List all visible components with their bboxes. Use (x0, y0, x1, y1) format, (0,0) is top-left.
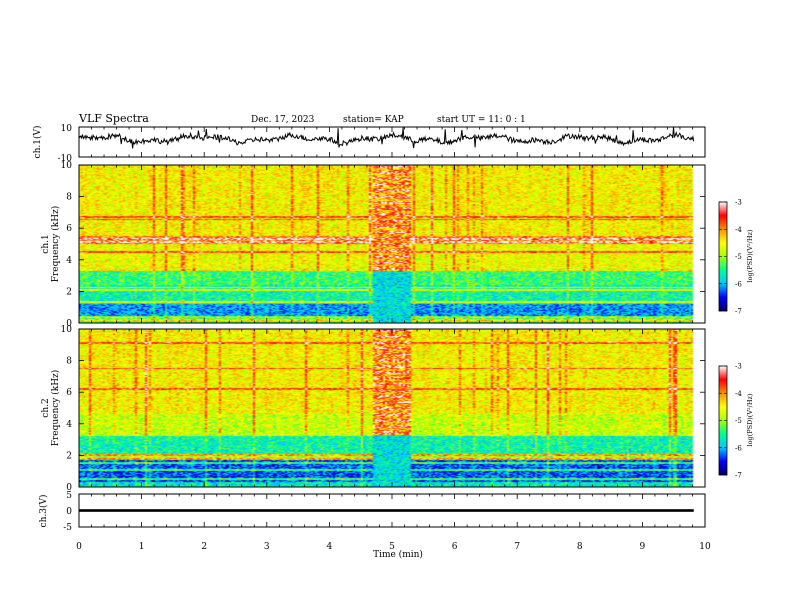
ch3-waveform-panel: 5 0 -5 ch.3(V) (38, 491, 706, 533)
time-tick-label: 1 (139, 542, 145, 552)
frequency-tick-label: 8 (66, 357, 72, 367)
ch2-spectrogram-ylabel-frequency: Frequency (kHz) (50, 370, 61, 447)
ch2-colorbar-ticks: -3 -4 -5 -6 -7 (719, 363, 742, 480)
ch1-spectrogram-ylabel-frequency: Frequency (kHz) (50, 206, 61, 283)
colorbar-tick-label: -5 (735, 253, 742, 261)
time-tick-label: 5 (389, 542, 395, 552)
ch1-waveform-trace (78, 126, 695, 149)
ch3-waveform-ylabel: ch.3(V) (38, 495, 49, 528)
ch3-ytick-bottom: -5 (63, 523, 72, 533)
ch1-spectrogram-panel: 0 2 4 6 8 10 ch.1 Frequency (kHz) (41, 161, 706, 329)
colorbar-tick-label: -6 (735, 444, 742, 452)
time-axis-label: Time (min) (373, 549, 423, 560)
time-tick-label: 0 (76, 542, 82, 552)
ch1-colorbar-ticks: -3 -4 -5 -6 -7 (719, 199, 742, 316)
frequency-tick-label: 6 (66, 224, 72, 234)
time-tick-label: 3 (264, 542, 270, 552)
station-label: station= KAP (343, 115, 404, 125)
ch2-spectrogram-panel: 0 2 4 6 8 10 ch.2 Frequency (kHz) (41, 325, 706, 493)
colorbar-tick-label: -7 (735, 308, 742, 316)
colorbar-tick-label: -3 (735, 199, 742, 207)
ch2-colorbar-label: log(PSD)(V²/Hz) (746, 393, 754, 446)
time-tick-label: 10 (699, 542, 711, 552)
time-tick-label: 6 (452, 542, 458, 552)
start-ut-label: start UT = 11: 0 : 1 (437, 115, 526, 125)
frequency-tick-label: 4 (66, 420, 72, 430)
date-label: Dec. 17, 2023 (251, 115, 315, 125)
ch1-ytick-top: 10 (61, 124, 73, 134)
ch1-spectrogram-ylabel-channel: ch.1 (41, 234, 51, 253)
ch3-waveform-ticks (78, 494, 706, 527)
time-tick-label: 8 (577, 542, 583, 552)
ch2-spectrogram-image (79, 329, 705, 487)
frequency-tick-label: 2 (66, 287, 72, 297)
ch2-spectrogram-xticks (78, 329, 706, 487)
ch2-colorbar-gradient (719, 366, 727, 475)
ch1-spectrogram-xticks (78, 165, 706, 323)
colorbar-tick-label: -4 (735, 390, 742, 398)
ch1-colorbar-label: log(PSD)(V²/Hz) (746, 229, 754, 282)
ch2-spectrogram-ylabel-channel: ch.2 (41, 398, 51, 417)
colorbar-tick-label: -7 (735, 472, 742, 480)
time-tick-label: 9 (640, 542, 646, 552)
ch1-spectrogram-image (79, 165, 705, 323)
ch1-waveform-ticks (78, 127, 706, 157)
ch3-waveform-trace (79, 509, 694, 512)
frequency-tick-label: 4 (66, 256, 72, 266)
ch1-spectrogram-yticks: 0 2 4 6 8 10 (61, 161, 705, 329)
ch2-colorbar: -3 -4 -5 -6 -7 log(PSD)(V²/Hz) (718, 363, 754, 480)
ch1-colorbar: -3 -4 -5 -6 -7 log(PSD)(V²/Hz) (718, 199, 754, 316)
ch1-ytick-bottom: -10 (58, 154, 73, 164)
colorbar-tick-label: -6 (735, 280, 742, 288)
time-tick-label: 7 (514, 542, 520, 552)
frequency-tick-label: 10 (61, 325, 73, 335)
ch1-colorbar-gradient (719, 202, 727, 311)
ch2-spectrogram-yticks: 0 2 4 6 8 10 (61, 325, 705, 493)
time-tick-label: 4 (327, 542, 333, 552)
colorbar-tick-label: -5 (735, 417, 742, 425)
frequency-tick-label: 2 (66, 451, 72, 461)
frequency-tick-label: 10 (61, 161, 73, 171)
colorbar-tick-label: -3 (735, 363, 742, 371)
figure-title: VLF Spectra (78, 112, 149, 125)
ch3-ytick-top: 5 (66, 491, 72, 501)
colorbar-tick-label: -4 (735, 226, 742, 234)
ch1-waveform-panel: 10 -10 ch.1(V) (32, 124, 706, 164)
ch1-waveform-ylabel: ch.1(V) (32, 126, 43, 159)
ch3-ytick-mid: 0 (66, 507, 72, 517)
time-axis-tick-labels: 0 1 2 3 4 5 6 7 8 9 10 (76, 542, 711, 552)
time-tick-label: 2 (201, 542, 207, 552)
frequency-tick-label: 0 (66, 483, 72, 493)
frequency-tick-label: 0 (66, 319, 72, 329)
frequency-tick-label: 6 (66, 388, 72, 398)
frequency-tick-label: 8 (66, 193, 72, 203)
